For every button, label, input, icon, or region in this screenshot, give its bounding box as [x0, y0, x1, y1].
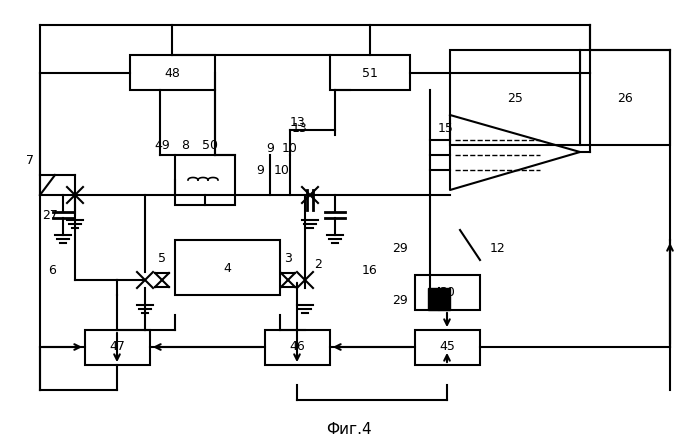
Text: 8: 8: [181, 139, 189, 152]
Text: 29: 29: [392, 294, 408, 307]
Bar: [265, 330, 330, 365]
Text: 10: 10: [274, 163, 290, 176]
Text: 45: 45: [439, 341, 455, 354]
Text: 13: 13: [290, 116, 306, 128]
Text: Фиг.4: Фиг.4: [326, 423, 372, 438]
Text: 12: 12: [490, 241, 506, 254]
Bar: [580, 50, 670, 145]
Bar: [130, 55, 215, 90]
Text: 27: 27: [42, 209, 58, 222]
Bar: [175, 155, 235, 205]
Text: 30: 30: [439, 287, 455, 299]
Text: 50: 50: [202, 139, 218, 152]
Text: 13: 13: [292, 121, 308, 135]
Bar: [415, 330, 480, 365]
Bar: [330, 55, 410, 90]
Text: 4: 4: [223, 261, 231, 275]
Bar: [85, 330, 150, 365]
Text: 6: 6: [48, 264, 56, 276]
Text: 47: 47: [109, 341, 125, 354]
Bar: [428, 288, 450, 310]
Text: 29: 29: [392, 241, 408, 254]
Bar: [415, 275, 480, 310]
Text: 9: 9: [256, 163, 264, 176]
Text: 48: 48: [164, 66, 180, 79]
Text: 3: 3: [284, 252, 292, 264]
Text: 51: 51: [362, 66, 378, 79]
Text: 49: 49: [154, 139, 170, 152]
Text: 15: 15: [438, 121, 454, 135]
Text: 25: 25: [507, 92, 523, 105]
Text: 9: 9: [266, 141, 274, 155]
Text: 10: 10: [282, 141, 298, 155]
Text: 5: 5: [158, 252, 166, 264]
Bar: [450, 50, 580, 145]
Text: 26: 26: [617, 92, 633, 105]
Text: 16: 16: [362, 264, 378, 276]
Text: 2: 2: [314, 259, 322, 272]
Bar: [175, 240, 280, 295]
Text: 7: 7: [26, 154, 34, 167]
Text: 46: 46: [289, 341, 305, 354]
